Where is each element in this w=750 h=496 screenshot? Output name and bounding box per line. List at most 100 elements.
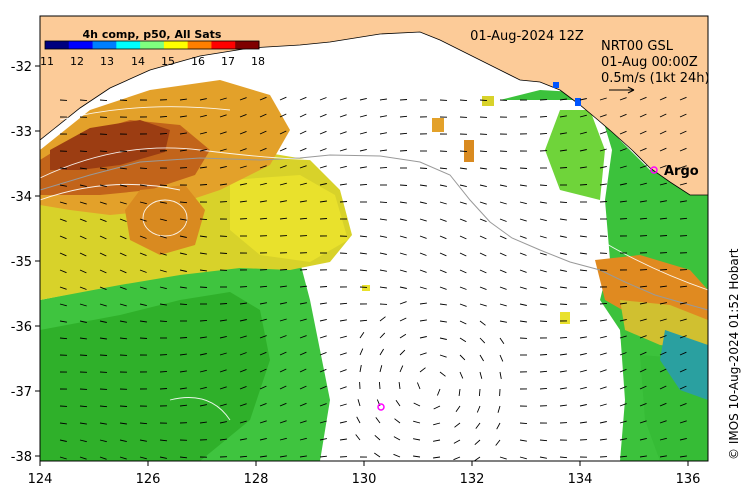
current-arrow bbox=[519, 235, 527, 239]
current-arrow bbox=[239, 302, 247, 305]
current-arrow bbox=[539, 320, 548, 322]
current-arrow bbox=[179, 218, 187, 221]
current-arrow bbox=[279, 437, 287, 441]
current-arrow bbox=[639, 285, 648, 288]
current-arrow bbox=[419, 286, 427, 290]
current-arrow bbox=[419, 367, 426, 373]
current-arrow bbox=[99, 150, 108, 153]
current-arrow bbox=[433, 405, 441, 410]
current-arrow bbox=[179, 132, 187, 135]
current-arrow bbox=[479, 184, 487, 188]
current-arrow bbox=[599, 386, 607, 390]
current-arrow bbox=[259, 420, 267, 424]
current-arrow bbox=[219, 252, 228, 254]
current-arrow bbox=[379, 149, 387, 152]
current-arrow bbox=[119, 252, 127, 257]
current-arrow bbox=[259, 147, 267, 152]
current-arrow bbox=[119, 439, 127, 443]
current-arrow bbox=[219, 369, 227, 373]
tick-marks bbox=[35, 65, 689, 466]
colorbar-segment bbox=[116, 41, 141, 49]
current-arrow bbox=[99, 422, 107, 425]
current-arrow bbox=[659, 420, 667, 424]
current-arrow bbox=[619, 200, 627, 203]
current-arrow bbox=[239, 97, 247, 101]
current-time: 01-Aug 00:00Z bbox=[601, 55, 698, 70]
colorbar-segment bbox=[45, 41, 70, 49]
current-arrow bbox=[279, 455, 287, 458]
current-arrow bbox=[659, 385, 667, 390]
current-arrow bbox=[139, 269, 147, 273]
current-arrow bbox=[99, 167, 107, 170]
current-arrow bbox=[619, 302, 627, 305]
current-arrow bbox=[359, 148, 367, 152]
current-arrow bbox=[419, 235, 427, 239]
current-arrow bbox=[319, 286, 328, 288]
current-arrow bbox=[439, 286, 447, 290]
current-arrow bbox=[479, 150, 488, 153]
current-arrow bbox=[59, 252, 67, 257]
current-arrow bbox=[559, 218, 567, 221]
current-arrow bbox=[279, 217, 288, 220]
colorbar-tick: 14 bbox=[131, 55, 145, 68]
plot-frame bbox=[39, 15, 709, 462]
current-arrow bbox=[679, 302, 687, 305]
current-arrow bbox=[259, 200, 267, 203]
current-arrow bbox=[439, 167, 448, 170]
current-arrow bbox=[59, 269, 67, 274]
current-arrow bbox=[279, 335, 287, 339]
current-arrow bbox=[79, 167, 87, 170]
current-arrow bbox=[559, 456, 568, 459]
current-arrow bbox=[59, 422, 67, 425]
current-arrow bbox=[479, 320, 486, 326]
current-arrow bbox=[219, 165, 227, 169]
current-arrow bbox=[599, 97, 607, 101]
current-arrow bbox=[279, 318, 287, 322]
current-arrow bbox=[99, 337, 107, 340]
current-arrow bbox=[559, 353, 567, 356]
current-arrow bbox=[199, 114, 207, 118]
current-arrow bbox=[374, 452, 381, 458]
current-arrow bbox=[599, 438, 607, 441]
current-arrow bbox=[299, 455, 307, 458]
current-arrow bbox=[356, 416, 361, 424]
argo-marker[interactable] bbox=[377, 403, 385, 411]
current-arrow bbox=[79, 337, 87, 340]
current-arrow bbox=[139, 337, 148, 339]
current-arrow bbox=[495, 439, 501, 446]
current-arrow bbox=[659, 130, 667, 135]
current-arrow bbox=[59, 439, 67, 442]
current-arrow bbox=[659, 200, 667, 203]
current-arrow bbox=[159, 235, 167, 239]
current-arrow bbox=[299, 368, 307, 373]
current-arrow bbox=[299, 147, 307, 152]
current-arrow bbox=[679, 200, 687, 203]
current-arrow bbox=[419, 336, 427, 339]
current-arrow bbox=[259, 368, 267, 373]
current-arrow bbox=[639, 182, 647, 186]
current-arrow bbox=[279, 113, 287, 118]
current-arrow bbox=[139, 303, 147, 307]
argo-marker[interactable] bbox=[650, 166, 658, 174]
current-arrow bbox=[99, 303, 107, 307]
current-arrow bbox=[459, 218, 467, 223]
current-arrow bbox=[599, 131, 607, 135]
current-arrow bbox=[79, 99, 88, 102]
current-arrow bbox=[319, 302, 327, 305]
current-arrow bbox=[679, 182, 687, 186]
current-arrow bbox=[299, 217, 308, 220]
current-arrow bbox=[319, 455, 327, 458]
current-arrow bbox=[199, 336, 207, 339]
current-arrow bbox=[279, 402, 287, 407]
current-arrow bbox=[79, 303, 87, 307]
current-arrow bbox=[439, 218, 447, 222]
current-arrow bbox=[619, 183, 627, 186]
current-arrow bbox=[239, 403, 247, 407]
current-arrow bbox=[379, 98, 387, 101]
current-arrow bbox=[79, 354, 88, 356]
current-arrow bbox=[339, 165, 347, 169]
current-arrow bbox=[279, 385, 287, 390]
current-arrow bbox=[359, 269, 368, 272]
current-arrow bbox=[579, 184, 588, 186]
